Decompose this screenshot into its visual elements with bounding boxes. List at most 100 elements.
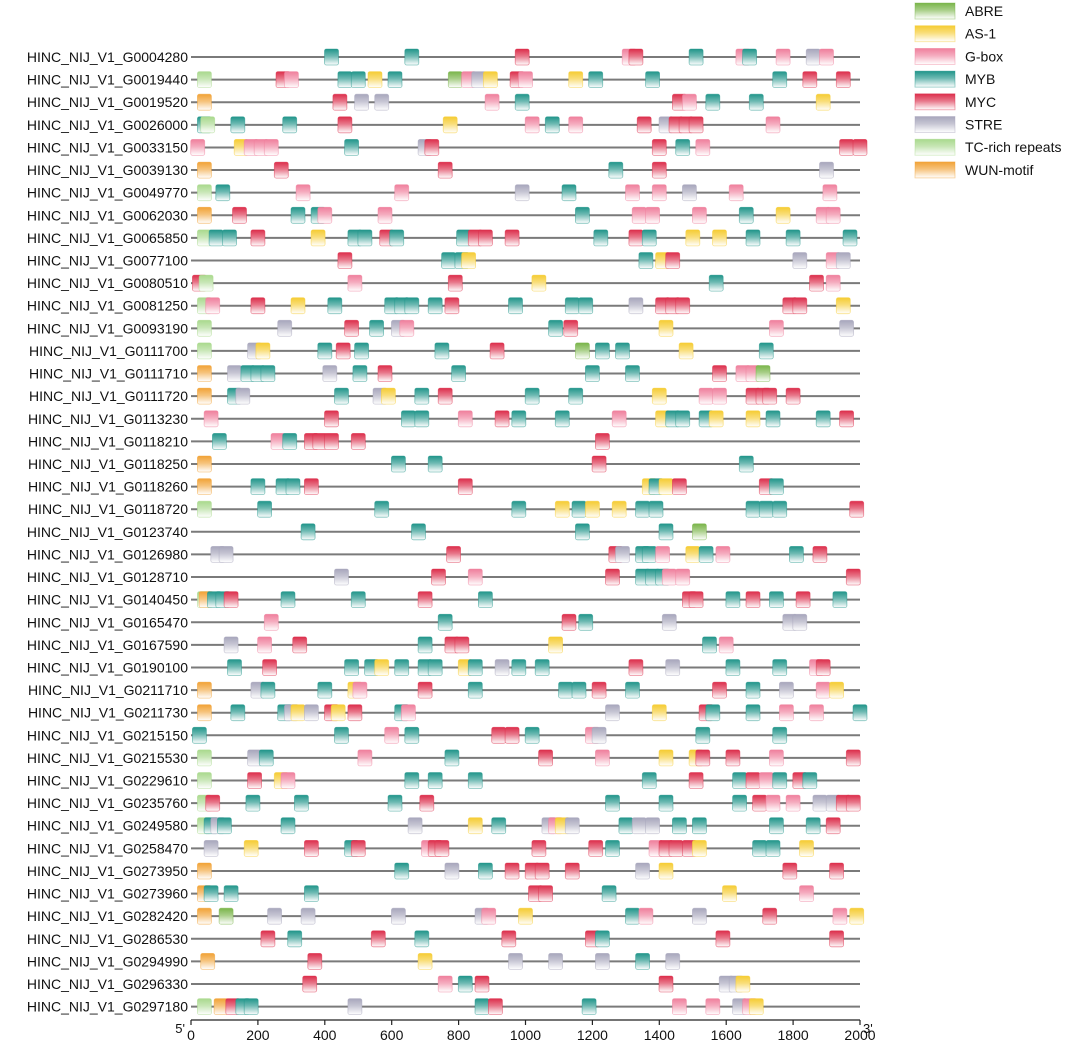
gene-label: HINC_NIJ_V1_G0297180 xyxy=(27,999,188,1015)
motif-g-box xyxy=(832,907,848,925)
legend-label: AS-1 xyxy=(965,26,996,42)
gene-row: HINC_NIJ_V1_G0215150 xyxy=(27,726,860,744)
motif-wun-motif xyxy=(196,455,212,473)
motif-myb xyxy=(404,726,420,744)
gene-label: HINC_NIJ_V1_G0215530 xyxy=(27,750,188,766)
motif-myc xyxy=(504,229,520,247)
motif-myb xyxy=(625,907,640,925)
motif-myb xyxy=(285,478,301,496)
motif-myb xyxy=(641,229,657,247)
motif-myb xyxy=(605,794,620,812)
motif-myb xyxy=(745,681,761,699)
motif-myc xyxy=(628,229,644,247)
gene-row: HINC_NIJ_V1_G0190100 xyxy=(27,659,860,676)
gene-label: HINC_NIJ_V1_G0065850 xyxy=(27,230,188,246)
gene-row: HINC_NIJ_V1_G0019440 xyxy=(27,71,860,88)
motif-myb xyxy=(227,659,242,676)
motif-myb xyxy=(772,71,788,88)
motif-stre xyxy=(203,840,219,857)
motif-myc xyxy=(852,138,868,156)
motif-tc-rich-repeats xyxy=(196,998,212,1015)
motif-myc xyxy=(307,953,323,970)
motif-myb xyxy=(769,478,784,496)
motif-myc xyxy=(504,726,520,744)
motif-myb xyxy=(802,772,818,789)
motif-myb xyxy=(568,387,584,405)
motif-myb xyxy=(491,817,507,835)
gene-label: HINC_NIJ_V1_G0273960 xyxy=(27,886,188,902)
motif-as-1 xyxy=(290,704,306,722)
motif-myc xyxy=(762,907,778,925)
motif-myb xyxy=(571,681,587,699)
motif-myb xyxy=(595,930,610,948)
motif-myb xyxy=(765,410,781,428)
motif-myc xyxy=(812,546,828,563)
motif-myb xyxy=(287,930,303,948)
motif-g-box xyxy=(769,319,784,337)
motif-myb xyxy=(352,365,368,382)
legend-item: ABRE xyxy=(914,2,1003,20)
gene-row: HINC_NIJ_V1_G0273960 xyxy=(27,885,860,902)
motif-myb xyxy=(257,500,273,518)
motif-g-box xyxy=(765,794,781,812)
x-tick-label: 200 xyxy=(246,1027,270,1043)
motif-g-box xyxy=(257,636,273,654)
motif-myc xyxy=(250,297,266,315)
motif-myb xyxy=(585,365,600,382)
motif-as-1 xyxy=(658,478,674,496)
motif-wun-motif xyxy=(196,704,212,722)
motif-myc xyxy=(591,681,607,699)
motif-myc xyxy=(477,229,493,247)
motif-myb xyxy=(222,229,237,247)
motif-myc xyxy=(762,387,778,405)
motif-g-box xyxy=(203,410,219,428)
motif-myc xyxy=(782,862,798,880)
motif-as-1 xyxy=(482,71,498,88)
motif-myb xyxy=(675,138,691,156)
motif-myb xyxy=(575,206,590,224)
gene-label: HINC_NIJ_V1_G0081250 xyxy=(27,298,188,314)
motif-g-box xyxy=(205,297,221,315)
gene-label: HINC_NIJ_V1_G0019520 xyxy=(27,94,188,110)
motif-myc xyxy=(347,704,363,722)
motif-myb xyxy=(417,636,433,654)
motif-myb xyxy=(427,297,443,315)
motif-g-box xyxy=(280,772,296,789)
motif-stre xyxy=(444,862,460,880)
motif-myb xyxy=(317,342,333,360)
motif-myb xyxy=(745,704,761,722)
motif-stre xyxy=(605,704,620,722)
legend-swatch-abre xyxy=(914,2,956,20)
motif-stre xyxy=(390,907,406,925)
gene-label: HINC_NIJ_V1_G0282420 xyxy=(27,908,188,924)
motif-g-box xyxy=(775,48,791,66)
motif-stre xyxy=(835,252,851,269)
motif-g-box xyxy=(769,749,784,767)
motif-stre xyxy=(645,817,660,835)
motif-stre xyxy=(635,862,650,880)
gene-label: HINC_NIJ_V1_G0211710 xyxy=(28,682,188,698)
motif-myc xyxy=(446,546,462,563)
gene-label: HINC_NIJ_V1_G0165470 xyxy=(27,614,188,630)
motif-myb xyxy=(772,772,788,789)
motif-g-box xyxy=(718,636,734,654)
motif-stre xyxy=(792,252,808,269)
motif-wun-motif xyxy=(196,206,212,224)
motif-myb xyxy=(593,229,609,247)
motif-stre xyxy=(812,794,828,812)
motif-myb xyxy=(404,297,420,315)
motif-myb xyxy=(601,885,617,902)
motif-stre xyxy=(665,659,681,676)
motif-g-box xyxy=(825,274,841,292)
motif-myc xyxy=(447,274,463,292)
motif-myb xyxy=(427,659,443,676)
motif-myb xyxy=(245,794,261,812)
motif-myb xyxy=(334,726,349,744)
gene-row: HINC_NIJ_V1_G0004280 xyxy=(27,48,860,66)
motif-myb xyxy=(581,998,597,1015)
motif-myb xyxy=(772,659,788,676)
motif-myc xyxy=(324,410,339,428)
x-tick-label: 2000 xyxy=(844,1027,875,1043)
motif-myb xyxy=(511,659,527,676)
motif-myb xyxy=(772,500,788,518)
